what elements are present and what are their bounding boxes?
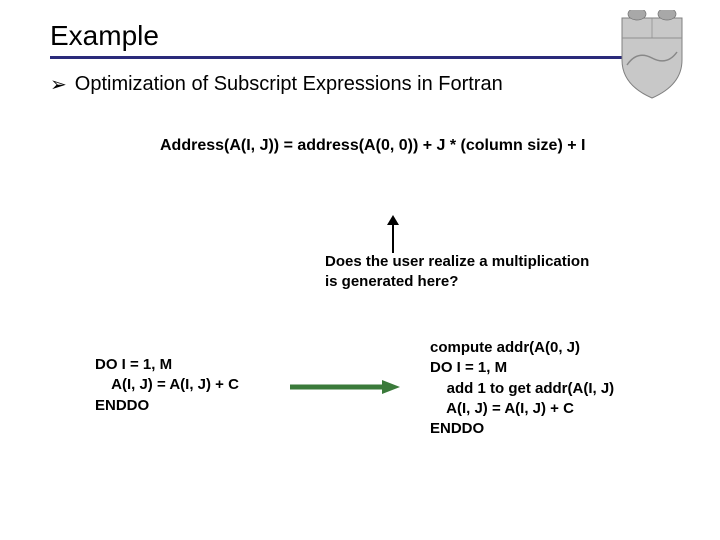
bullet-row: ➢ Optimization of Subscript Expressions … [50, 73, 670, 97]
question-text: Does the user realize a multiplication i… [325, 252, 589, 291]
crest-logo [612, 10, 692, 100]
slide: Example ➢ Optimization of Subscript Expr… [0, 0, 720, 540]
bullet-text: Optimization of Subscript Expressions in… [75, 73, 503, 96]
slide-title: Example [50, 20, 670, 52]
arrow-right-icon [290, 378, 400, 401]
code-block-before: DO I = 1, M A(I, J) = A(I, J) + C ENDDO [95, 355, 239, 416]
bullet-arrow-icon: ➢ [50, 73, 67, 97]
address-formula: Address(A(I, J)) = address(A(0, 0)) + J … [160, 137, 670, 155]
title-underline [50, 56, 670, 59]
question-line2: is generated here? [325, 272, 589, 292]
question-line1: Does the user realize a multiplication [325, 252, 589, 272]
code-block-after: compute addr(A(0, J) DO I = 1, M add 1 t… [430, 338, 614, 439]
